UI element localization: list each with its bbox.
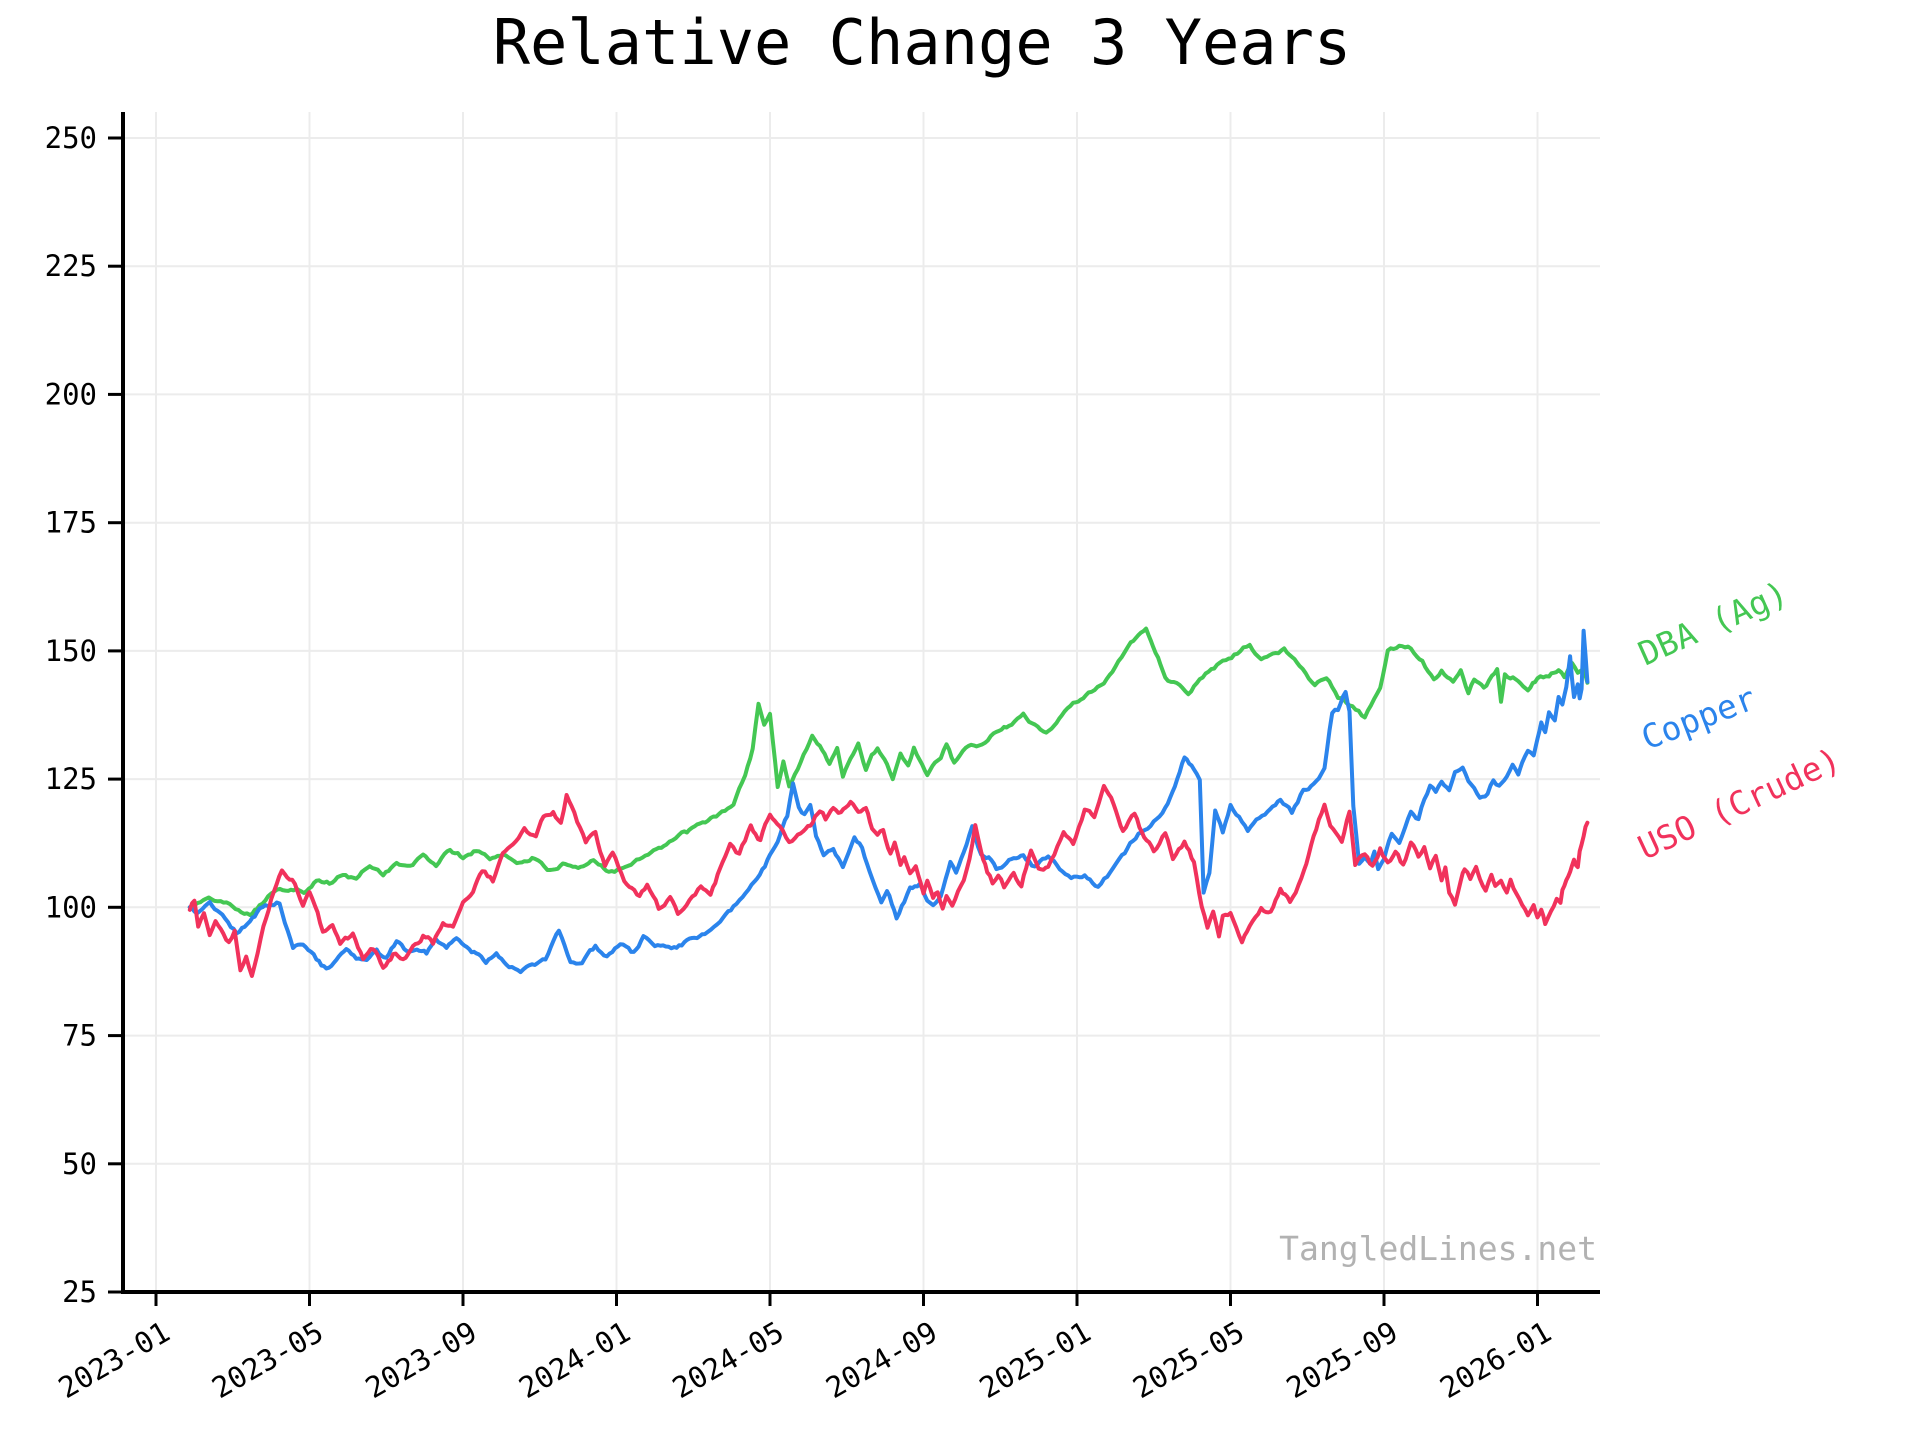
series-label-copper: Copper xyxy=(1636,678,1761,757)
series-line-uso-crude xyxy=(187,783,1590,978)
y-tick-label: 125 xyxy=(45,762,97,796)
y-tick-label: 100 xyxy=(45,890,97,924)
series-line-dba-ag xyxy=(187,626,1590,917)
chart-title: Relative Change 3 Years xyxy=(493,6,1352,79)
x-tick-label: 2023-05 xyxy=(206,1315,329,1406)
x-tick-label: 2023-09 xyxy=(360,1315,483,1406)
series-label-uso-crude: USO (Crude) xyxy=(1632,740,1847,868)
x-tick-label: 2024-09 xyxy=(820,1315,943,1406)
series-label-dba-ag: DBA (Ag) xyxy=(1632,573,1793,673)
y-tick-label: 225 xyxy=(45,249,97,283)
x-tick-label: 2024-01 xyxy=(513,1315,636,1406)
y-tick-label: 175 xyxy=(45,506,97,540)
y-tick-label: 50 xyxy=(62,1147,97,1181)
x-tick-label: 2026-01 xyxy=(1434,1315,1557,1406)
y-tick-label: 150 xyxy=(45,634,97,668)
series-line-copper xyxy=(187,628,1590,975)
x-tick-label: 2023-01 xyxy=(53,1315,176,1406)
x-tick-label: 2024-05 xyxy=(667,1315,790,1406)
watermark: TangledLines.net xyxy=(1279,1229,1597,1268)
x-tick-label: 2025-01 xyxy=(974,1315,1097,1406)
x-tick-label: 2025-09 xyxy=(1281,1315,1404,1406)
y-tick-label: 75 xyxy=(62,1019,97,1053)
y-tick-label: 200 xyxy=(45,377,97,411)
data-series xyxy=(187,626,1590,978)
y-tick-label: 250 xyxy=(45,121,97,155)
gridlines xyxy=(123,112,1600,1293)
axes xyxy=(108,112,1600,1306)
x-tick-label: 2025-05 xyxy=(1127,1315,1250,1406)
y-tick-label: 25 xyxy=(62,1275,97,1309)
